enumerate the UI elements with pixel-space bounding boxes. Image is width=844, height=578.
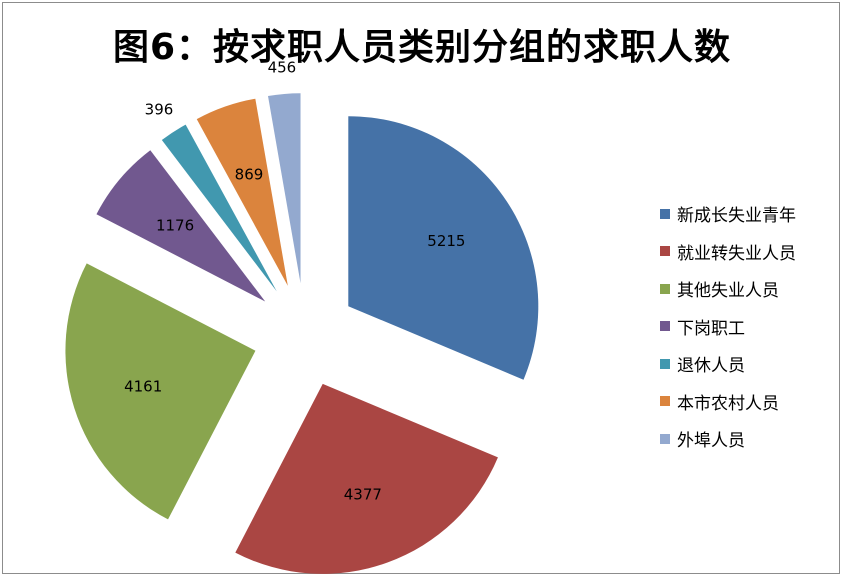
legend-swatch — [660, 283, 670, 294]
legend-swatch — [660, 208, 670, 219]
data-label: 396 — [145, 101, 174, 119]
legend-item: 下岗职工 — [660, 308, 796, 346]
legend-swatch — [660, 321, 670, 332]
pie-slice — [161, 124, 277, 292]
data-label: 869 — [235, 166, 264, 184]
pie-slice — [348, 116, 539, 380]
legend-label: 就业转失业人员 — [677, 243, 796, 264]
legend-item: 新成长失业青年 — [660, 195, 796, 233]
legend-label: 本市农村人员 — [677, 393, 779, 414]
legend-item: 本市农村人员 — [660, 383, 796, 421]
legend-item: 退休人员 — [660, 345, 796, 383]
legend-label: 下岗职工 — [677, 318, 745, 339]
legend-swatch — [660, 433, 670, 444]
pie-slice — [96, 150, 266, 302]
legend-swatch — [660, 358, 670, 369]
pie-slice — [267, 93, 301, 284]
data-label: 4161 — [124, 377, 162, 395]
legend-swatch — [660, 396, 670, 407]
data-label: 456 — [268, 58, 297, 76]
legend-label: 新成长失业青年 — [677, 206, 796, 227]
legend-swatch — [660, 246, 670, 257]
legend-label: 退休人员 — [677, 356, 745, 377]
data-label: 1176 — [156, 217, 194, 235]
pie-slice — [196, 98, 288, 286]
legend-item: 就业转失业人员 — [660, 233, 796, 271]
data-label: 5215 — [427, 232, 465, 250]
legend: 新成长失业青年 就业转失业人员 其他失业人员 下岗职工退休人员本市农村人员 外埠人员 — [660, 195, 796, 458]
legend-label: 外埠人员 — [677, 431, 745, 452]
legend-label: 其他失业人员 — [677, 281, 779, 302]
chart-title: 图6：按求职人员类别分组的求职人数 — [112, 27, 732, 68]
data-label: 4377 — [344, 486, 382, 504]
legend-item: 外埠人员 — [660, 420, 796, 458]
pie-slice — [235, 383, 498, 574]
pie-slice — [65, 263, 256, 520]
legend-item: 其他失业人员 — [660, 270, 796, 308]
